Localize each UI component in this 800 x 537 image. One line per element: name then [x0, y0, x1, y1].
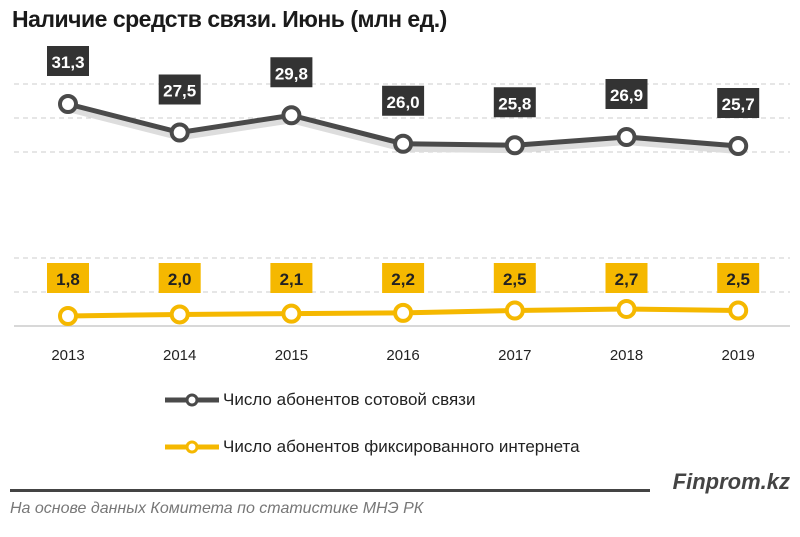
data-point [728, 136, 749, 156]
data-label: 26,0 [387, 93, 420, 112]
data-label-box [382, 263, 425, 293]
data-point [58, 94, 78, 114]
x-tick-label: 2018 [610, 347, 643, 364]
data-label-box [382, 85, 425, 116]
legend-marker-internet [165, 440, 219, 454]
data-point [728, 300, 749, 321]
data-label-box [47, 263, 89, 293]
brand-logo: Finprom.kz [672, 469, 790, 494]
data-label-box [605, 263, 648, 293]
data-point [393, 302, 414, 323]
data-label-box [270, 57, 313, 88]
data-label: 27,5 [163, 82, 196, 101]
data-label: 25,7 [722, 95, 755, 114]
data-label-box [717, 263, 760, 293]
data-label: 25,8 [498, 94, 531, 113]
data-label: 31,3 [51, 53, 84, 72]
legend-item-cellular: Число абонентов сотовой связи [165, 390, 475, 410]
x-tick-label: 2014 [163, 347, 196, 364]
data-label: 1,8 [56, 270, 80, 289]
data-point [58, 306, 78, 326]
data-label-box [158, 74, 201, 105]
data-label-box [270, 263, 313, 293]
x-tick-label: 2019 [722, 347, 755, 364]
x-tick-label: 2017 [498, 347, 531, 364]
data-label-box [717, 88, 760, 118]
data-point [616, 127, 637, 147]
x-tick-label: 2016 [386, 347, 419, 364]
data-point [504, 300, 525, 321]
data-label: 2,2 [391, 270, 415, 289]
legend-label-internet: Число абонентов фиксированного интернета [223, 437, 580, 456]
data-label: 29,8 [275, 64, 308, 83]
data-label: 2,7 [615, 270, 639, 289]
data-point [281, 303, 302, 324]
legend-marker-cellular [165, 393, 219, 407]
data-label: 2,1 [280, 270, 304, 289]
plot-area: 2013 2014 2015 2016 2017 2018 2019 31,3 27,5 29,8… [14, 46, 790, 364]
x-tick-label: 2015 [275, 347, 308, 364]
data-label: 2,5 [726, 270, 750, 289]
data-point [169, 122, 190, 143]
data-point [393, 133, 414, 154]
data-label-box [605, 79, 648, 109]
data-label: 2,0 [168, 270, 192, 289]
legend-label-cellular: Число абонентов сотовой связи [223, 390, 476, 409]
data-label-box [493, 87, 536, 118]
data-point [281, 105, 302, 126]
x-tick-label: 2013 [51, 347, 84, 364]
chart-title: Наличие средств связи. Июнь (млн ед.) [12, 6, 447, 32]
source-note: На основе данных Комитета по статистике … [10, 500, 424, 517]
legend-item-internet: Число абонентов фиксированного интернета [165, 437, 580, 457]
footer-divider [10, 489, 650, 492]
data-label-box [493, 263, 536, 293]
data-point [504, 135, 525, 156]
data-label-box [47, 46, 89, 76]
data-point [169, 304, 190, 325]
data-point [616, 298, 637, 319]
data-label: 26,9 [610, 86, 643, 105]
data-label-box [158, 263, 201, 293]
data-label: 2,5 [503, 270, 527, 289]
